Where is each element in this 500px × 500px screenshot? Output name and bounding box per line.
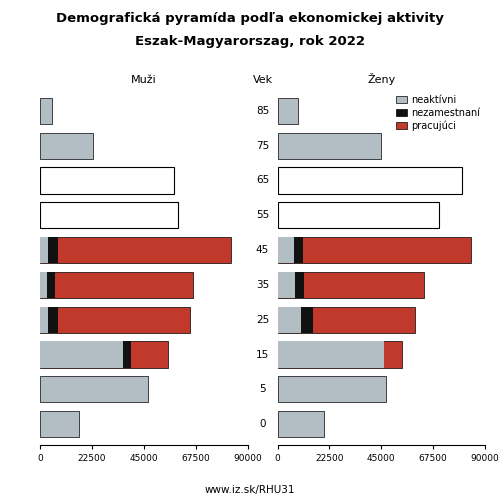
Text: 85: 85: [256, 106, 269, 116]
Bar: [278, 342, 384, 367]
Bar: [40, 272, 55, 298]
Bar: [278, 342, 384, 367]
Bar: [278, 98, 298, 124]
Bar: [278, 306, 300, 333]
Bar: [40, 306, 190, 333]
Bar: [40, 98, 52, 124]
Legend: neaktívni, nezamestnaní, pracujúci: neaktívni, nezamestnaní, pracujúci: [396, 95, 480, 131]
Bar: [278, 272, 424, 298]
Bar: [40, 342, 168, 367]
Bar: [278, 306, 313, 333]
Text: Muži: Muži: [131, 75, 156, 85]
Bar: [278, 237, 293, 263]
Text: 15: 15: [256, 350, 269, 360]
Bar: [278, 306, 414, 333]
Text: Vek: Vek: [252, 75, 272, 85]
Bar: [278, 168, 462, 194]
Bar: [40, 376, 148, 402]
Text: 0: 0: [259, 419, 266, 429]
Bar: [40, 132, 93, 158]
Text: Demografická pyramída podľa ekonomickej aktivity: Demografická pyramída podľa ekonomickej …: [56, 12, 444, 25]
Text: Ženy: Ženy: [367, 73, 396, 85]
Bar: [40, 306, 58, 333]
Text: 35: 35: [256, 280, 269, 290]
Bar: [40, 202, 178, 228]
Bar: [278, 202, 439, 228]
Text: 25: 25: [256, 314, 269, 324]
Bar: [278, 411, 324, 437]
Bar: [40, 342, 131, 367]
Text: Eszak-Magyarorszag, rok 2022: Eszak-Magyarorszag, rok 2022: [135, 34, 365, 48]
Bar: [40, 272, 194, 298]
Bar: [278, 237, 303, 263]
Text: 55: 55: [256, 210, 269, 220]
Bar: [40, 237, 232, 263]
Bar: [278, 272, 304, 298]
Bar: [40, 168, 173, 194]
Text: 75: 75: [256, 140, 269, 150]
Bar: [278, 237, 471, 263]
Text: 5: 5: [259, 384, 266, 394]
Bar: [40, 237, 58, 263]
Bar: [278, 342, 402, 367]
Bar: [40, 342, 123, 367]
Bar: [40, 411, 79, 437]
Bar: [278, 272, 295, 298]
Bar: [40, 237, 48, 263]
Bar: [40, 306, 48, 333]
Text: 65: 65: [256, 176, 269, 186]
Text: 45: 45: [256, 245, 269, 255]
Bar: [278, 132, 382, 158]
Bar: [40, 272, 47, 298]
Bar: [278, 376, 386, 402]
Text: www.iz.sk/RHU31: www.iz.sk/RHU31: [205, 485, 295, 495]
